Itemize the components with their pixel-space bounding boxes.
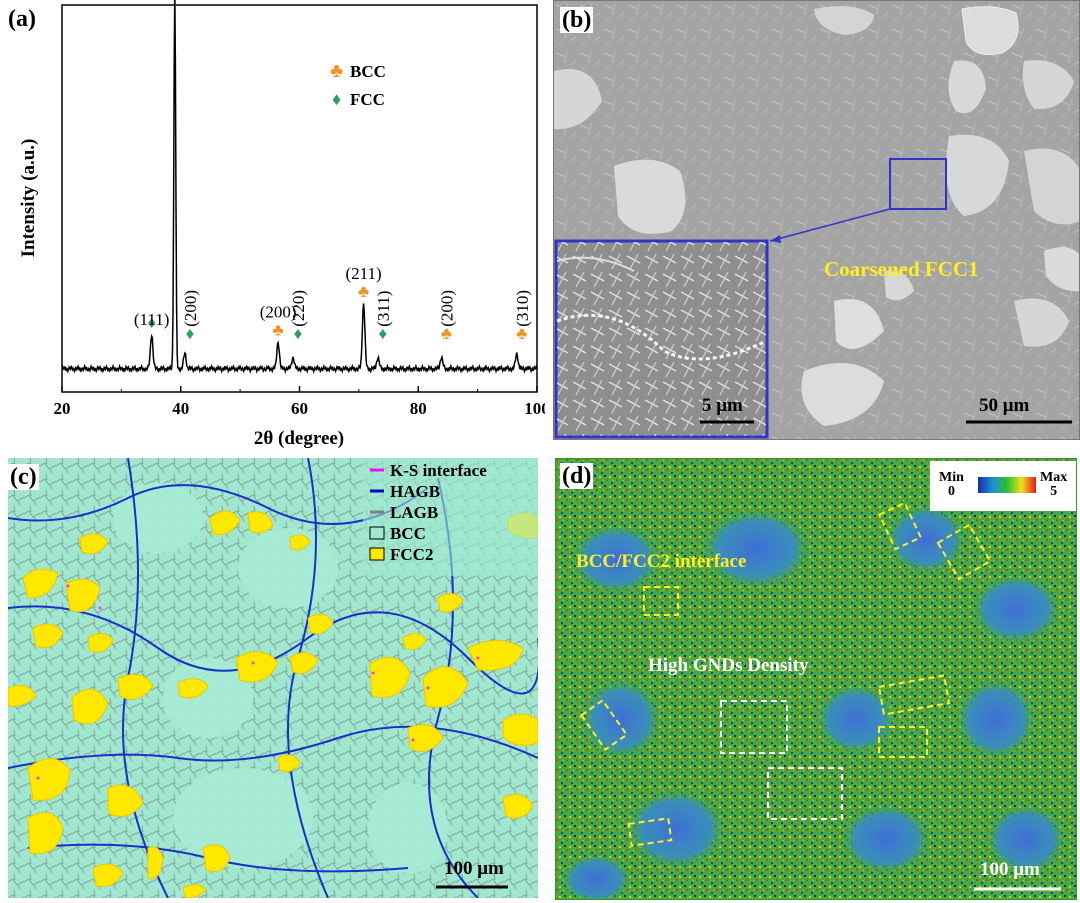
peak-marker-bcc: ♣	[358, 282, 369, 301]
panel-a-label: (a)	[6, 6, 38, 32]
inset-scale-label: 5 μm	[702, 395, 743, 416]
peak-marker-bcc: ♣	[273, 321, 284, 340]
peak-marker-fcc: ♦	[294, 324, 303, 343]
x-tick-label: 100	[524, 399, 545, 418]
peak-hkl-label: (310)	[513, 290, 532, 327]
panel-a: 20406080100 ♦(111)♣(110)♦(200)♣(200)♦(22…	[0, 0, 545, 455]
sem-inset	[554, 239, 769, 439]
legend-bcc-symbol: ♣	[330, 60, 343, 82]
panel-c-label: (c)	[8, 464, 39, 490]
zoom-connector-arrow	[769, 208, 891, 242]
y-axis-label: Intensity (a.u.)	[18, 139, 39, 258]
colorbar-max-label: Max	[1040, 470, 1068, 485]
peak-hkl-label: (200)	[260, 303, 297, 322]
peak-marker-fcc: ♦	[186, 324, 195, 343]
interface-boxes	[579, 501, 992, 847]
x-tick-label: 20	[54, 399, 71, 418]
colorbar-max: Max 5	[1040, 471, 1067, 499]
colorbar-min-value: 0	[947, 484, 955, 499]
low-gnd-grains	[561, 504, 1066, 899]
legend-label: LAGB	[390, 503, 438, 522]
phase-map-legend: K-S interface HAGB LAGB BCC FCC2	[363, 458, 538, 576]
panel-d-label: (d)	[560, 463, 594, 489]
legend-fcc-label: FCC	[350, 90, 385, 109]
high-gnd-boxes	[720, 700, 843, 820]
fcc2-particles	[8, 510, 538, 898]
peak-marker-fcc: ♦	[147, 313, 156, 332]
peak-hkl-label: (311)	[374, 291, 393, 327]
scale-label: 100 μm	[980, 859, 1040, 880]
zoom-region-box	[889, 158, 947, 210]
ebsd-phase-map: K-S interface HAGB LAGB BCC FCC2	[8, 458, 538, 898]
x-tick-label: 80	[410, 399, 427, 418]
legend-swatch	[369, 526, 385, 540]
gnd-annotation: High GNDs Density	[648, 655, 809, 676]
legend-bcc-label: BCC	[350, 62, 386, 81]
legend-label: BCC	[390, 524, 426, 543]
ks-interface-specks	[36, 584, 480, 780]
peak-marker-bcc: ♣	[441, 324, 452, 343]
scale-label: 100 μm	[444, 858, 504, 879]
peak-hkl-label: (200)	[181, 290, 200, 327]
xrd-pattern-line	[61, 0, 538, 375]
x-axis-label: 2θ (degree)	[254, 428, 344, 449]
panel-c: K-S interface HAGB LAGB BCC FCC2 100 μm (c)	[8, 458, 538, 898]
sem-image	[554, 1, 1079, 439]
legend-swatch	[369, 547, 385, 561]
panel-d: Min 0 Max 5 BCC/FCC2 interface High GNDs…	[555, 458, 1077, 900]
x-tick-label: 40	[172, 399, 189, 418]
panel-b-label: (b)	[560, 7, 594, 33]
xrd-chart: 20406080100 ♦(111)♣(110)♦(200)♣(200)♦(22…	[18, 0, 545, 449]
interface-annotation: BCC/FCC2 interface	[576, 551, 747, 572]
colorbar	[930, 461, 1076, 511]
main-scale-label: 50 μm	[979, 395, 1030, 416]
legend-fcc-symbol: ♦	[332, 89, 341, 109]
colorbar-min: Min 0	[939, 471, 964, 499]
coarsened-fcc1-label: Coarsened FCC1	[824, 257, 979, 281]
x-tick-label: 60	[291, 399, 308, 418]
colorbar-max-value: 5	[1050, 484, 1058, 499]
peak-marker-bcc: ♣	[516, 324, 527, 343]
peak-hkl-label: (111)	[134, 310, 170, 329]
peak-hkl-label: (211)	[346, 264, 382, 283]
legend-label: K-S interface	[390, 461, 487, 480]
xrd-legend: ♣ BCC ♦ FCC	[330, 60, 386, 109]
panel-b: Coarsened FCC1 5 μm 50 μm (b)	[553, 0, 1080, 440]
peak-marker-fcc: ♦	[379, 324, 388, 343]
colorbar-min-label: Min	[939, 470, 964, 485]
peak-hkl-label: (200)	[437, 290, 456, 327]
legend-label: FCC2	[390, 545, 433, 564]
gnd-density-map	[556, 459, 1076, 899]
legend-label: HAGB	[390, 482, 440, 501]
peak-hkl-label: (220)	[289, 290, 308, 327]
